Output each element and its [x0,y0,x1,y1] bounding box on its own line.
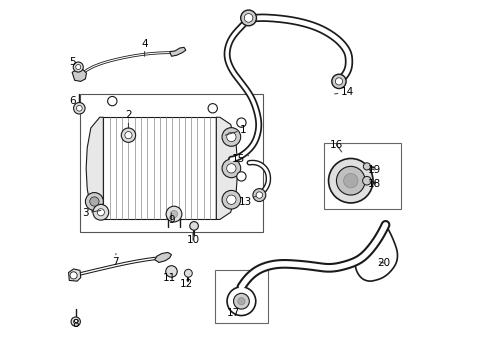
Circle shape [184,269,192,277]
Polygon shape [170,47,186,56]
Circle shape [343,174,358,188]
Polygon shape [216,117,238,220]
Circle shape [337,166,365,195]
Polygon shape [155,252,172,262]
Circle shape [237,172,246,181]
Circle shape [253,189,266,202]
Circle shape [93,204,109,220]
Circle shape [227,195,236,204]
Text: 4: 4 [141,39,148,56]
Text: 14: 14 [335,87,354,97]
Circle shape [222,159,241,178]
Circle shape [222,190,241,209]
Circle shape [329,158,373,203]
Text: 10: 10 [186,233,199,245]
Text: 19: 19 [368,165,381,175]
Text: 8: 8 [73,319,79,329]
Text: 6: 6 [69,96,75,106]
Circle shape [122,128,136,142]
Bar [80,94,263,232]
Circle shape [71,317,80,326]
Text: 12: 12 [180,279,194,289]
Circle shape [171,211,177,218]
Text: 20: 20 [378,258,391,268]
Text: 2: 2 [125,111,132,128]
Circle shape [363,176,371,185]
Circle shape [237,118,246,127]
Text: 3: 3 [82,208,101,218]
Text: 1: 1 [225,125,246,135]
Circle shape [238,298,245,305]
Bar [215,270,269,323]
Polygon shape [72,69,87,81]
Text: 16: 16 [330,140,343,152]
Circle shape [227,132,236,141]
Circle shape [227,164,236,173]
Circle shape [74,319,78,324]
Text: 17: 17 [227,309,240,318]
Circle shape [70,272,77,279]
Circle shape [364,163,370,170]
Text: 5: 5 [69,57,75,67]
Text: 11: 11 [162,273,175,283]
Text: 9: 9 [168,213,175,225]
Circle shape [245,14,253,22]
Polygon shape [86,117,103,220]
Polygon shape [69,269,81,281]
Text: 7: 7 [113,253,119,267]
Circle shape [73,62,83,72]
Circle shape [108,96,117,106]
Circle shape [241,10,256,26]
Circle shape [256,192,263,198]
Circle shape [227,287,256,316]
Circle shape [332,74,346,89]
Circle shape [335,78,343,85]
Text: 13: 13 [238,196,256,207]
Text: 15: 15 [232,154,248,164]
Circle shape [190,222,198,230]
Bar [103,117,216,220]
Circle shape [125,132,132,139]
Circle shape [222,128,241,146]
Bar [324,143,401,210]
Circle shape [166,206,182,222]
Circle shape [90,197,99,206]
Circle shape [74,103,85,114]
Circle shape [97,209,104,216]
Circle shape [76,64,81,69]
Circle shape [166,266,177,277]
Circle shape [85,193,103,211]
Circle shape [208,104,218,113]
Circle shape [234,293,249,309]
Circle shape [76,105,82,111]
Text: 18: 18 [368,179,381,189]
